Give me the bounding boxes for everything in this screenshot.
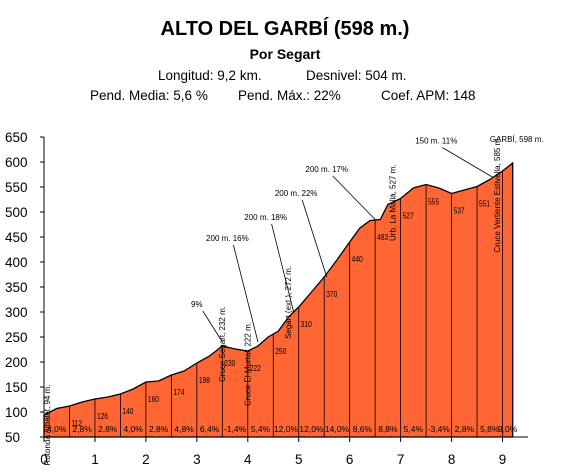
y-tick-label-10: 550	[5, 180, 28, 195]
x-tick-label-8: 8	[448, 452, 456, 467]
callout-line-4	[332, 175, 376, 220]
profile-area	[43, 161, 514, 438]
y-tick-label-12: 650	[5, 130, 28, 145]
callout-line-3	[301, 199, 328, 278]
y-tick-label-7: 400	[5, 255, 28, 270]
x-tick-label-4: 4	[244, 452, 252, 467]
desnivel-text: Desnivel: 504 m.	[306, 68, 407, 83]
callout-line-5	[442, 147, 493, 178]
altitude-label-7: 222	[250, 363, 261, 373]
gradient-label-8: 5,4%	[251, 424, 271, 434]
y-tick-label-8: 450	[5, 230, 28, 245]
gradient-label-10: 12,0%	[299, 424, 324, 434]
place-annotation-4: Urb. La Mallà, 527 m.	[389, 165, 398, 241]
callout-text-5: 150 m. 11%	[415, 137, 457, 146]
gradient-label-13: 8,8%	[378, 424, 398, 434]
gradient-label-1: 2,8%	[73, 424, 93, 434]
y-tick-label-0: 50	[5, 430, 20, 445]
gradient-label-4: 2,8%	[149, 424, 169, 434]
gradient-label-18: 9,0%	[498, 424, 518, 434]
place-annotation-5: Cruce Vertiente Estivella, 585 m.	[493, 137, 502, 253]
altitude-label-12: 483	[377, 232, 388, 242]
altitude-label-10: 370	[326, 289, 337, 299]
x-tick-label-1: 1	[91, 452, 99, 467]
axes-layer: 50 100 150 200 250 300 350 400 450 500 550 600 650 0 1…	[5, 130, 528, 467]
pend-max-text: Pend. Máx.: 22%	[238, 88, 341, 103]
altitude-label-11: 440	[352, 254, 363, 264]
chart-subtitle: Por Segart	[249, 46, 321, 62]
gradient-label-0: 4,0%	[47, 424, 67, 434]
y-tick-label-4: 250	[5, 330, 28, 345]
x-tick-label-0: 0	[40, 452, 48, 467]
altitude-label-4: 174	[173, 387, 185, 397]
gradient-label-9: 12,0%	[274, 424, 299, 434]
coef-apm-text: Coef. APM: 148	[381, 88, 476, 103]
altitude-label-2: 140	[122, 406, 133, 416]
altitude-label-3: 160	[148, 394, 159, 404]
gradient-label-3: 4,0%	[123, 424, 143, 434]
callout-line-0	[202, 310, 223, 343]
x-tick-label-2: 2	[142, 452, 150, 467]
y-tick-label-9: 500	[5, 205, 28, 220]
place-annotation-1: Cruce Segart, 232 m.	[218, 306, 227, 382]
altitude-label-8: 250	[275, 346, 286, 356]
longitud-text: Longitud: 9,2 km.	[158, 68, 262, 83]
gradient-label-17: 5,8%	[480, 424, 500, 434]
y-tick-label-1: 100	[5, 405, 28, 420]
gradient-label-12: 8,6%	[353, 424, 373, 434]
x-tick-label-9: 9	[499, 452, 507, 467]
gradient-label-6: 6,4%	[200, 424, 220, 434]
gradient-label-16: 2,8%	[455, 424, 475, 434]
callout-text-3: 200 m. 22%	[275, 189, 318, 198]
altitude-label-13: 527	[403, 211, 414, 221]
chart-title: ALTO DEL GARBÍ (598 m.)	[160, 18, 410, 40]
x-tick-label-5: 5	[295, 452, 303, 467]
altitude-label-6: 230	[224, 358, 235, 368]
gradient-label-7: -1,4%	[224, 424, 247, 434]
place-annotation-2: Cruce El Murtal, 222 m.	[243, 322, 252, 406]
gradient-label-2: 2,8%	[98, 424, 118, 434]
altitude-label-16: 551	[479, 199, 490, 209]
place-annotation-0: Rotonda Albalat, 94 m.	[43, 385, 52, 466]
altitude-label-5: 198	[199, 375, 210, 385]
gradient-label-15: -3,4%	[428, 424, 451, 434]
y-tick-label-11: 600	[5, 155, 28, 170]
gradient-label-5: 4,8%	[174, 424, 194, 434]
y-tick-label-6: 350	[5, 280, 28, 295]
x-tick-label-7: 7	[397, 452, 405, 467]
altitude-label-9: 310	[301, 319, 312, 329]
x-tick-label-6: 6	[346, 452, 354, 467]
y-tick-label-3: 200	[5, 355, 28, 370]
end-label: GARBÍ, 598 m.	[490, 135, 544, 144]
x-tick-label-3: 3	[193, 452, 201, 467]
y-tick-label-5: 300	[5, 305, 28, 320]
altitude-label-1: 126	[97, 411, 108, 421]
place-annotation-3: Segart (ext.), 272 m.	[284, 266, 293, 339]
altitude-label-15: 537	[454, 206, 465, 216]
y-tick-label-2: 150	[5, 380, 28, 395]
callout-line-1	[233, 244, 259, 343]
callout-line-2	[271, 223, 295, 313]
gradient-label-11: 14,0%	[325, 424, 350, 434]
profile-area-layer	[43, 161, 514, 438]
callout-text-1: 200 m. 16%	[206, 234, 249, 243]
callout-text-2: 200 m. 18%	[244, 213, 287, 222]
altitude-label-14: 555	[428, 197, 439, 207]
pend-media-text: Pend. Media: 5,6 %	[90, 88, 208, 103]
callout-text-4: 200 m. 17%	[305, 165, 348, 174]
callout-text-0: 9%	[191, 300, 203, 309]
gradient-label-14: 5,4%	[404, 424, 424, 434]
altitude-label-0: 112	[71, 418, 82, 428]
